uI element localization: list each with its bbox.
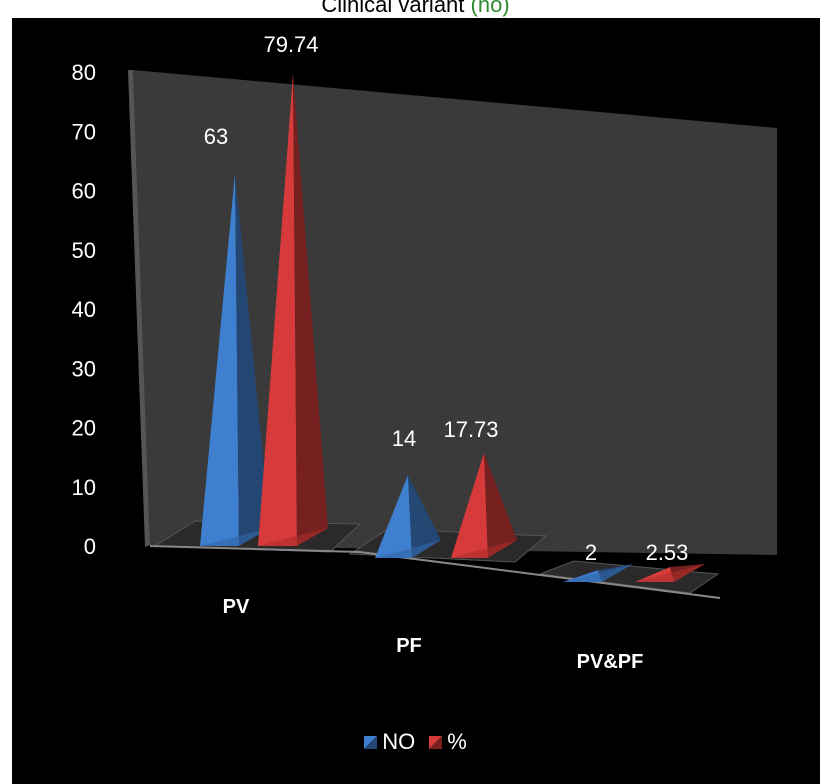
y-tick-label: 0 xyxy=(84,534,96,559)
data-label: 2 xyxy=(585,540,597,565)
bar-face-left xyxy=(200,172,239,546)
legend-label-pct: % xyxy=(447,729,467,754)
bar-face-right xyxy=(408,475,441,558)
y-tick-label: 80 xyxy=(72,60,96,85)
bar-face-left xyxy=(258,73,297,546)
data-label: 2.53 xyxy=(646,540,689,565)
x-tick-label: PV&PF xyxy=(577,651,644,673)
chart-title: Clinical variant (no) xyxy=(0,0,831,18)
data-label: 14 xyxy=(392,426,416,451)
legend-label-no: NO xyxy=(382,729,416,754)
legend-item-no[interactable]: NO xyxy=(364,729,415,755)
y-tick-label: 30 xyxy=(72,356,96,381)
side-wall xyxy=(128,70,150,547)
y-tick-label: 10 xyxy=(72,475,96,500)
bar-face-base xyxy=(258,528,328,546)
y-tick-label: 60 xyxy=(72,179,96,204)
data-label: 79.74 xyxy=(263,32,318,57)
bar-face-base xyxy=(635,564,705,582)
bar-face-right xyxy=(293,73,328,546)
legend: NO % xyxy=(0,727,831,757)
x-tick-label: PF xyxy=(396,635,422,657)
legend-item-pct[interactable]: % xyxy=(429,729,467,755)
legend-swatch-pct xyxy=(429,735,443,749)
floor-edge xyxy=(149,545,721,599)
chart-title-main: Clinical variant xyxy=(321,0,465,17)
bar-face-base xyxy=(375,540,441,558)
bar-face-base xyxy=(563,564,633,582)
legend-swatch-no xyxy=(364,735,378,749)
bar-face-base xyxy=(451,540,517,558)
bar-face-left xyxy=(451,452,488,558)
y-tick-label: 20 xyxy=(72,416,96,441)
bar-face-right xyxy=(484,452,517,558)
bar-face-left xyxy=(375,475,412,558)
y-tick-label: 50 xyxy=(72,238,96,263)
y-tick-label: 40 xyxy=(72,297,96,322)
x-tick-label: PV xyxy=(223,596,250,618)
bar-face-right xyxy=(235,172,270,546)
data-label: 63 xyxy=(204,124,228,149)
chart-title-paren: (no) xyxy=(470,0,510,17)
floor-2 xyxy=(539,560,720,594)
bar-face-base xyxy=(200,528,270,546)
data-label: 17.73 xyxy=(443,417,498,442)
y-tick-label: 70 xyxy=(72,119,96,144)
